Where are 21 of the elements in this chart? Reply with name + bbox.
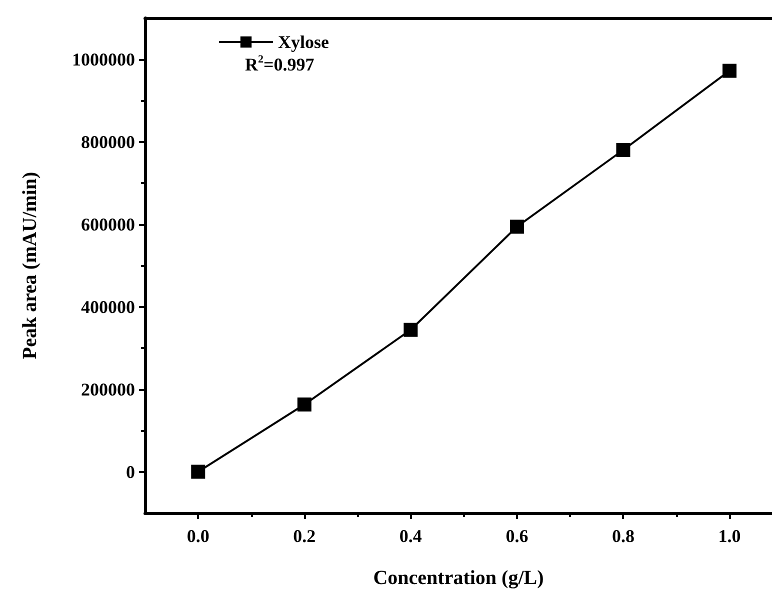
point: [722, 64, 736, 78]
point: [404, 322, 418, 337]
x-tick-label: 0.0: [186, 526, 210, 546]
x-tick-label: 0.4: [399, 526, 422, 546]
y-axis-title: Peak area (mAU/min): [19, 172, 41, 360]
point: [616, 143, 630, 157]
y-tick-label: 0: [126, 462, 135, 482]
x-tick-label: 1.0: [718, 526, 741, 546]
legend-label: Xylose: [278, 32, 330, 52]
x-tick-label: 0.2: [293, 526, 316, 546]
y-tick-label: 400000: [81, 296, 135, 317]
point: [297, 398, 312, 412]
x-tick-label: 0.8: [612, 526, 634, 546]
point: [191, 464, 206, 479]
x-axis-title: Concentration (g/L): [373, 567, 544, 589]
y-tick-label: 200000: [81, 379, 135, 400]
x-tick-label: 0.6: [506, 526, 528, 546]
y-tick-label: 800000: [81, 132, 135, 152]
y-tick-label: 600000: [81, 214, 135, 234]
y-tick-label: 1000000: [72, 49, 135, 70]
point: [510, 220, 524, 234]
